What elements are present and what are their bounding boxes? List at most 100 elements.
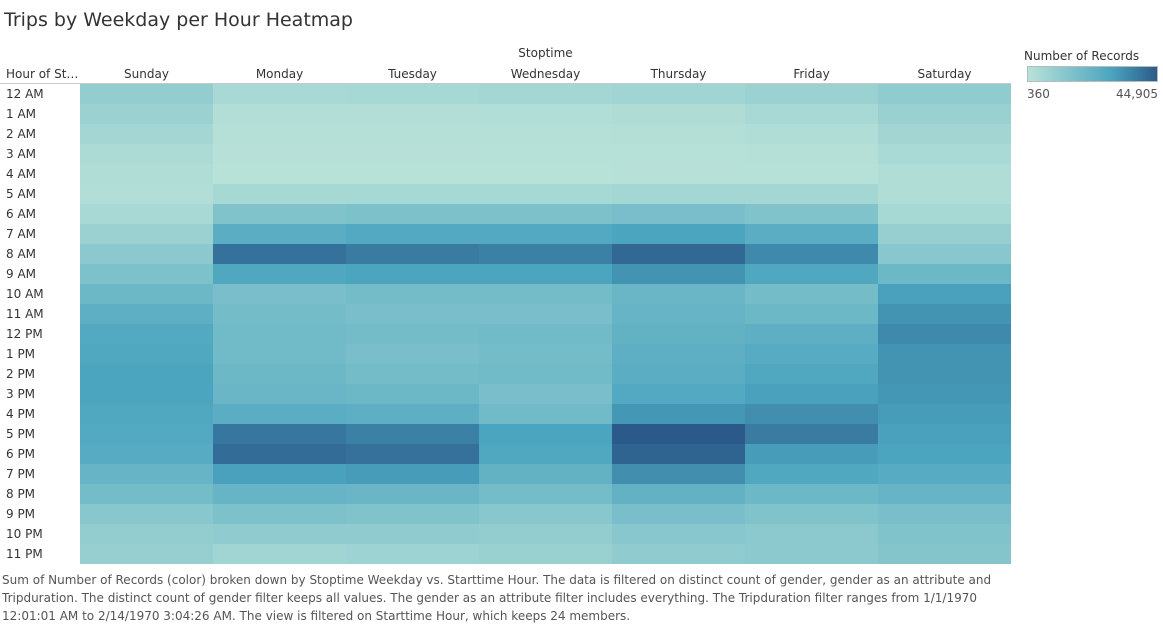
heatmap-cell[interactable] [213, 224, 346, 244]
heatmap-cell[interactable] [479, 184, 612, 204]
heatmap-cell[interactable] [80, 144, 213, 164]
heatmap-cell[interactable] [213, 444, 346, 464]
heatmap-cell[interactable] [745, 384, 878, 404]
heatmap-cell[interactable] [346, 544, 479, 564]
heatmap-cell[interactable] [745, 404, 878, 424]
heatmap-cell[interactable] [878, 224, 1011, 244]
heatmap-cell[interactable] [80, 504, 213, 524]
heatmap-cell[interactable] [612, 324, 745, 344]
heatmap-cell[interactable] [80, 284, 213, 304]
heatmap-cell[interactable] [745, 124, 878, 144]
heatmap-cell[interactable] [346, 224, 479, 244]
heatmap-cell[interactable] [80, 124, 213, 144]
heatmap-cell[interactable] [745, 364, 878, 384]
heatmap-cell[interactable] [479, 264, 612, 284]
heatmap-cell[interactable] [213, 424, 346, 444]
heatmap-cell[interactable] [346, 324, 479, 344]
heatmap-cell[interactable] [745, 84, 878, 104]
heatmap-cell[interactable] [80, 344, 213, 364]
heatmap-cell[interactable] [80, 304, 213, 324]
heatmap-cell[interactable] [213, 464, 346, 484]
heatmap-cell[interactable] [213, 484, 346, 504]
heatmap-cell[interactable] [878, 324, 1011, 344]
heatmap-cell[interactable] [878, 424, 1011, 444]
heatmap-cell[interactable] [612, 424, 745, 444]
heatmap-cell[interactable] [878, 244, 1011, 264]
heatmap-cell[interactable] [479, 544, 612, 564]
heatmap-cell[interactable] [346, 484, 479, 504]
heatmap-cell[interactable] [479, 304, 612, 324]
heatmap-cell[interactable] [346, 504, 479, 524]
heatmap-cell[interactable] [612, 464, 745, 484]
heatmap-cell[interactable] [479, 344, 612, 364]
heatmap-cell[interactable] [346, 204, 479, 224]
heatmap-cell[interactable] [80, 264, 213, 284]
heatmap-cell[interactable] [612, 224, 745, 244]
heatmap-cell[interactable] [745, 244, 878, 264]
heatmap-cell[interactable] [346, 184, 479, 204]
heatmap-cell[interactable] [346, 344, 479, 364]
heatmap-cell[interactable] [346, 364, 479, 384]
heatmap-cell[interactable] [745, 524, 878, 544]
heatmap-cell[interactable] [878, 404, 1011, 424]
heatmap-cell[interactable] [479, 504, 612, 524]
heatmap-cell[interactable] [745, 504, 878, 524]
heatmap-cell[interactable] [213, 204, 346, 224]
heatmap-cell[interactable] [878, 384, 1011, 404]
heatmap-cell[interactable] [80, 544, 213, 564]
heatmap-cell[interactable] [745, 464, 878, 484]
heatmap-cell[interactable] [346, 424, 479, 444]
heatmap-cell[interactable] [479, 384, 612, 404]
heatmap-cell[interactable] [213, 304, 346, 324]
heatmap-cell[interactable] [745, 284, 878, 304]
heatmap-cell[interactable] [612, 284, 745, 304]
heatmap-cell[interactable] [878, 464, 1011, 484]
heatmap-cell[interactable] [479, 404, 612, 424]
heatmap-cell[interactable] [878, 444, 1011, 464]
heatmap-cell[interactable] [213, 124, 346, 144]
heatmap-cell[interactable] [612, 444, 745, 464]
heatmap-cell[interactable] [213, 344, 346, 364]
heatmap-cell[interactable] [479, 124, 612, 144]
heatmap-cell[interactable] [745, 224, 878, 244]
heatmap-cell[interactable] [213, 164, 346, 184]
heatmap-cell[interactable] [745, 424, 878, 444]
heatmap-cell[interactable] [878, 264, 1011, 284]
heatmap-cell[interactable] [745, 344, 878, 364]
heatmap-cell[interactable] [612, 544, 745, 564]
heatmap-cell[interactable] [612, 104, 745, 124]
heatmap-cell[interactable] [745, 324, 878, 344]
heatmap-cell[interactable] [213, 384, 346, 404]
heatmap-cell[interactable] [479, 244, 612, 264]
heatmap-cell[interactable] [80, 244, 213, 264]
heatmap-cell[interactable] [346, 244, 479, 264]
heatmap-cell[interactable] [213, 544, 346, 564]
heatmap-cell[interactable] [612, 304, 745, 324]
heatmap-cell[interactable] [745, 264, 878, 284]
heatmap-cell[interactable] [878, 544, 1011, 564]
heatmap-cell[interactable] [745, 184, 878, 204]
heatmap-cell[interactable] [878, 344, 1011, 364]
heatmap-cell[interactable] [80, 184, 213, 204]
heatmap-cell[interactable] [80, 324, 213, 344]
heatmap-cell[interactable] [479, 224, 612, 244]
heatmap-cell[interactable] [745, 444, 878, 464]
heatmap-cell[interactable] [213, 324, 346, 344]
heatmap-cell[interactable] [479, 424, 612, 444]
heatmap-cell[interactable] [346, 144, 479, 164]
heatmap-cell[interactable] [80, 164, 213, 184]
heatmap-cell[interactable] [213, 284, 346, 304]
heatmap-cell[interactable] [878, 84, 1011, 104]
heatmap-cell[interactable] [213, 244, 346, 264]
heatmap-cell[interactable] [612, 164, 745, 184]
heatmap-cell[interactable] [878, 204, 1011, 224]
heatmap-cell[interactable] [878, 124, 1011, 144]
heatmap-cell[interactable] [878, 104, 1011, 124]
heatmap-cell[interactable] [213, 104, 346, 124]
heatmap-cell[interactable] [80, 524, 213, 544]
heatmap-cell[interactable] [479, 464, 612, 484]
heatmap-cell[interactable] [612, 504, 745, 524]
heatmap-cell[interactable] [878, 304, 1011, 324]
heatmap-cell[interactable] [346, 444, 479, 464]
heatmap-cell[interactable] [213, 84, 346, 104]
